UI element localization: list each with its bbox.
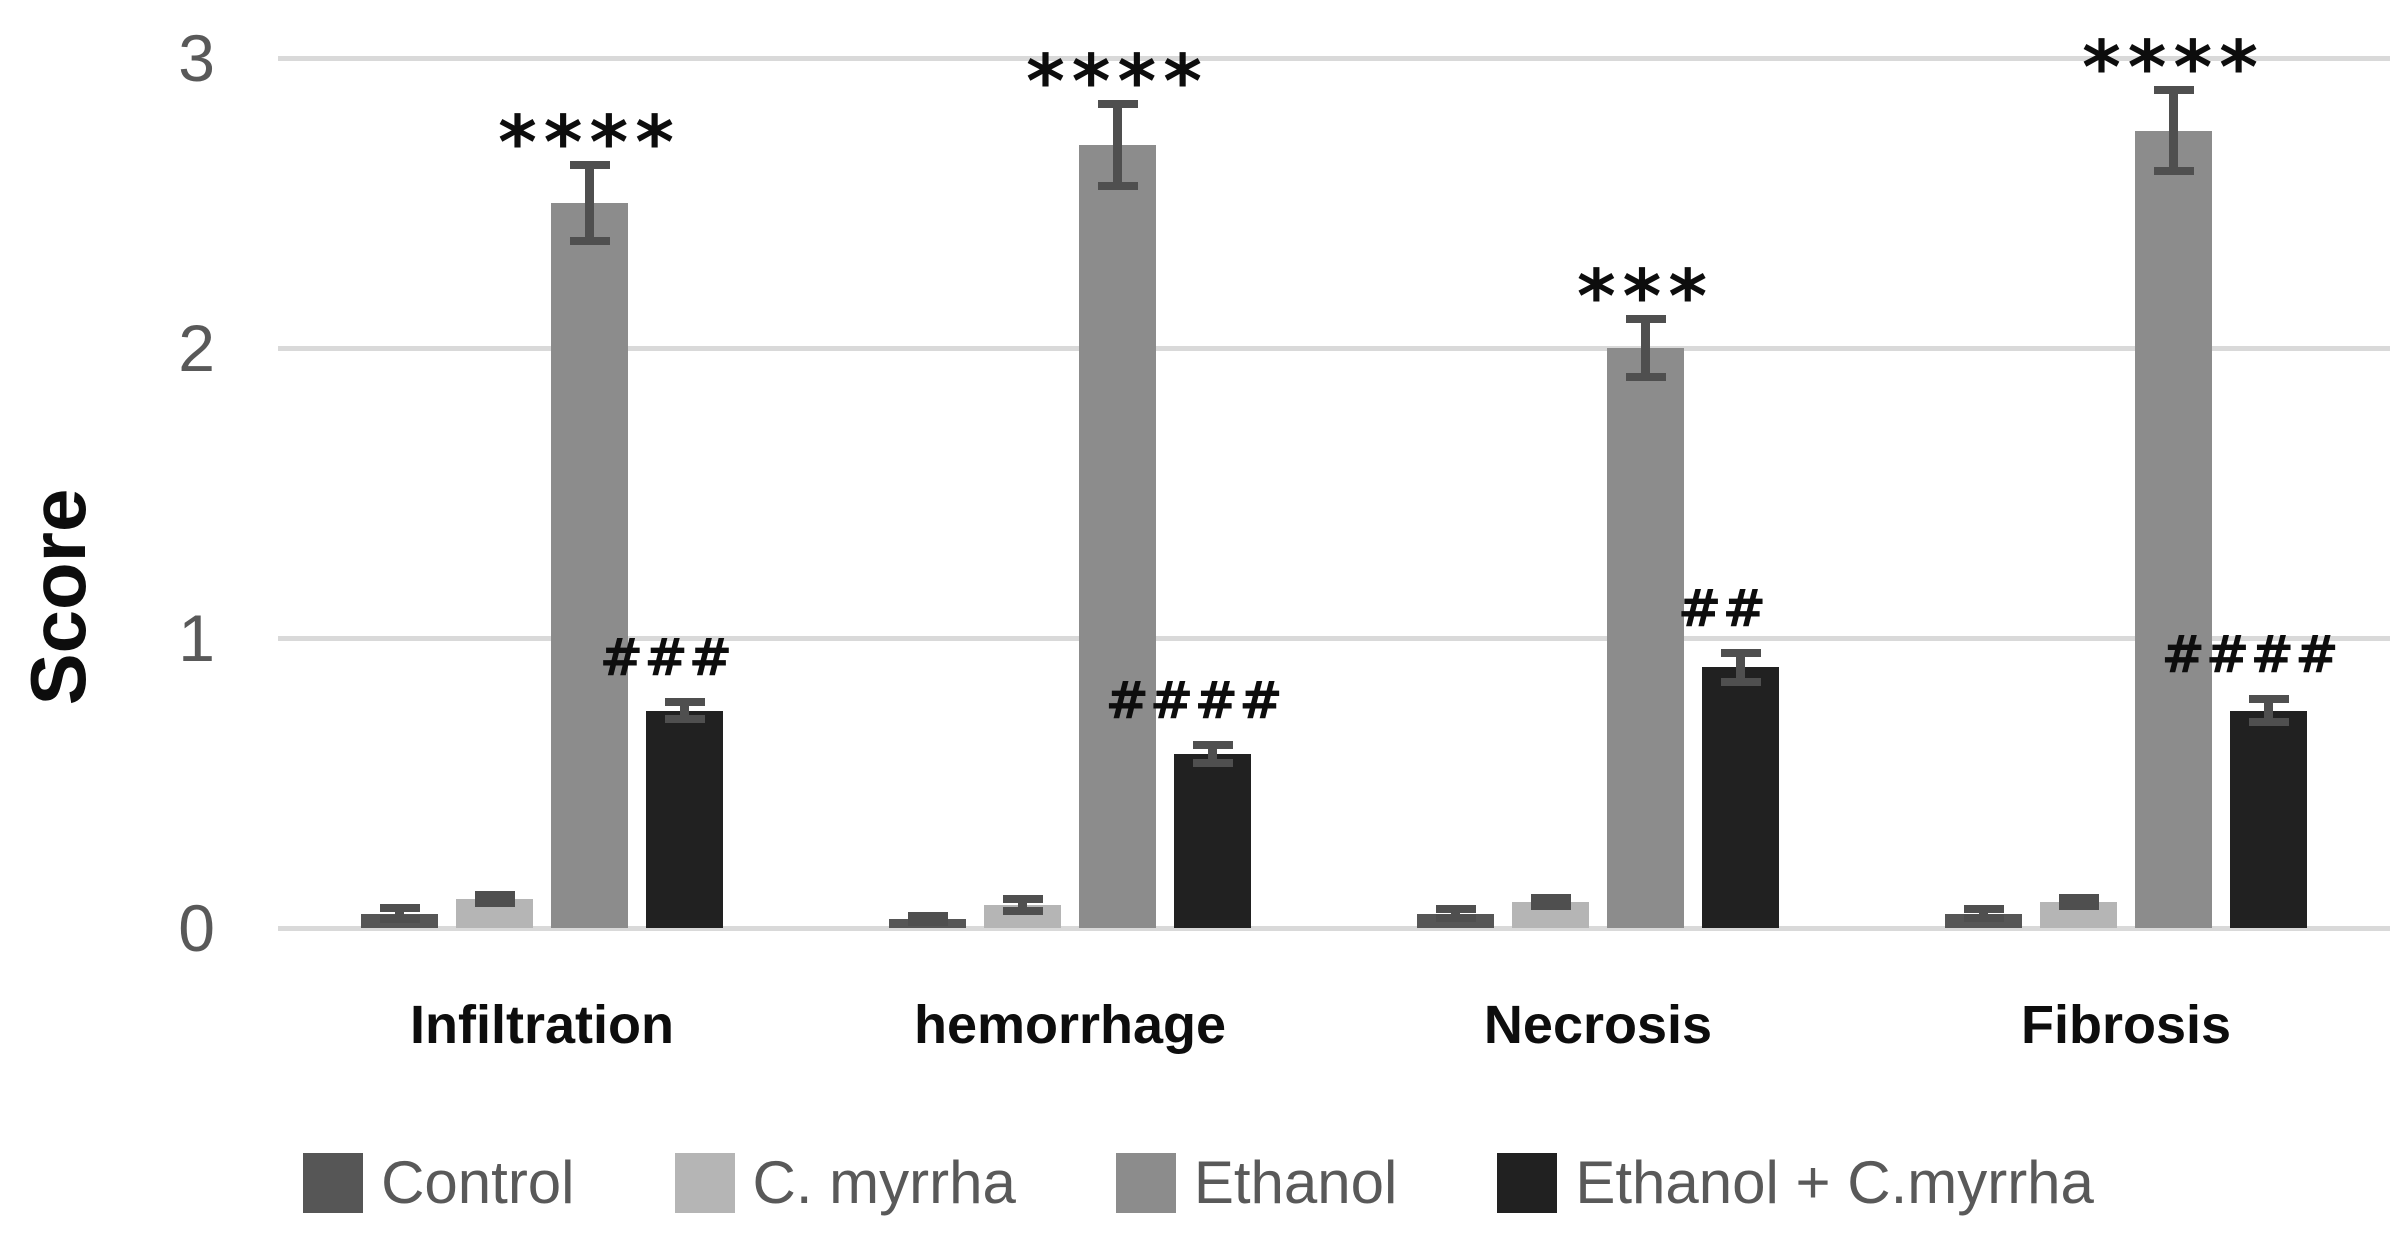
plot-area: **** ### **** #### *** ## **** #### <box>278 31 2390 931</box>
legend-label-ethanol: Ethanol <box>1193 1149 1398 1216</box>
error-bar-cap-lower-ethanol-infiltration <box>569 236 610 245</box>
x-label-fibrosis: Fibrosis <box>2020 995 2232 1055</box>
bar-ethanol-c-myrrha-fibrosis <box>2230 710 2307 928</box>
error-bar-cap-lower-ethanol-necrosis <box>1625 373 1666 381</box>
error-bar-cap-upper-ethanol-infiltration <box>569 161 610 170</box>
error-bar-cap-upper-c-myrrha-infiltration <box>474 890 515 899</box>
legend: Control C. myrrha Ethanol Ethanol + C.myrrh… <box>0 1138 2397 1228</box>
error-bar-ethanol-hemorrhage <box>1113 104 1122 186</box>
y-tick-label-1: 1 <box>178 601 215 675</box>
error-bar-cap-upper-c-myrrha-hemorrhage <box>1002 895 1043 903</box>
error-bar-cap-lower-c-myrrha-hemorrhage <box>1002 906 1043 915</box>
legend-label-ethanol-c-myrrha: Ethanol + C.myrrha <box>1575 1149 2094 1216</box>
legend-swatch-ethanol <box>1115 1153 1176 1213</box>
bar-ethanol-infiltration <box>551 203 628 928</box>
legend-item-ethanol: Ethanol <box>1115 1149 1398 1216</box>
bar-ethanol-necrosis <box>1607 348 1684 928</box>
gridline-y-1 <box>278 635 2390 641</box>
error-bar-control-infiltration <box>395 907 404 920</box>
significance-hashes-hemorrhage: #### <box>1105 671 1284 732</box>
error-bar-cap-upper-ethanol-c-myrrha-fibrosis <box>2248 694 2289 703</box>
error-bar-control-necrosis <box>1451 909 1460 918</box>
significance-hashes-infiltration: ### <box>599 627 734 688</box>
error-bar-ethanol-c-myrrha-hemorrhage <box>1208 745 1217 763</box>
x-label-infiltration: Infiltration <box>410 995 674 1055</box>
error-bar-control-fibrosis <box>1979 909 1988 918</box>
legend-label-control: Control <box>381 1149 575 1216</box>
gridline-y-3 <box>278 55 2390 61</box>
error-bar-cap-upper-ethanol-c-myrrha-hemorrhage <box>1192 741 1233 750</box>
error-bar-ethanol-c-myrrha-fibrosis <box>2264 698 2273 723</box>
error-bar-cap-lower-c-myrrha-necrosis <box>1530 902 1571 911</box>
x-label-hemorrhage: hemorrhage <box>913 995 1227 1055</box>
error-bar-cap-lower-ethanol-c-myrrha-hemorrhage <box>1192 758 1233 767</box>
gridline-y-0 <box>278 925 2390 931</box>
bar-ethanol-c-myrrha-hemorrhage <box>1174 754 1251 928</box>
error-bar-cap-upper-c-myrrha-fibrosis <box>2058 893 2099 902</box>
error-bar-cap-lower-control-necrosis <box>1435 913 1476 922</box>
error-bar-cap-lower-ethanol-c-myrrha-fibrosis <box>2248 718 2289 727</box>
error-bar-cap-upper-control-fibrosis <box>1963 905 2004 914</box>
significance-stars-infiltration: **** <box>498 100 681 187</box>
legend-label-c-myrrha: C. myrrha <box>752 1149 1016 1216</box>
error-bar-cap-lower-ethanol-c-myrrha-necrosis <box>1720 677 1761 686</box>
legend-swatch-c-myrrha <box>674 1153 735 1213</box>
error-bar-cap-upper-ethanol-c-myrrha-necrosis <box>1720 648 1761 657</box>
y-axis-title: Score <box>14 488 102 706</box>
error-bar-cap-upper-ethanol-necrosis <box>1625 315 1666 323</box>
error-bar-cap-lower-c-myrrha-fibrosis <box>2058 902 2099 911</box>
legend-item-ethanol-c-myrrha: Ethanol + C.myrrha <box>1497 1153 2094 1213</box>
bar-ethanol-hemorrhage <box>1079 145 1156 928</box>
legend-swatch-ethanol-c-myrrha <box>1497 1153 1558 1213</box>
bar-ethanol-c-myrrha-infiltration <box>646 710 723 928</box>
legend-item-control: Control <box>303 1149 575 1216</box>
error-bar-cap-lower-control-hemorrhage <box>907 918 948 927</box>
error-bar-cap-lower-ethanol-fibrosis <box>2153 167 2194 176</box>
error-bar-c-myrrha-hemorrhage <box>1018 899 1027 911</box>
error-bar-cap-upper-ethanol-hemorrhage <box>1097 100 1138 109</box>
bar-ethanol-fibrosis <box>2135 130 2212 928</box>
error-bar-cap-lower-c-myrrha-infiltration <box>474 899 515 908</box>
error-bar-cap-upper-ethanol-fibrosis <box>2153 85 2194 94</box>
error-bar-ethanol-infiltration <box>585 165 594 241</box>
error-bar-cap-upper-control-infiltration <box>379 903 420 912</box>
legend-item-c-myrrha: C. myrrha <box>674 1149 1016 1216</box>
significance-stars-fibrosis: **** <box>2082 24 2265 111</box>
significance-hashes-fibrosis: #### <box>2161 624 2340 685</box>
error-bar-cap-lower-ethanol-c-myrrha-infiltration <box>664 715 705 724</box>
significance-stars-necrosis: *** <box>1576 254 1715 340</box>
error-bar-c-myrrha-fibrosis <box>2074 897 2083 907</box>
error-bar-cap-upper-c-myrrha-necrosis <box>1530 893 1571 902</box>
y-tick-label-3: 3 <box>178 21 215 95</box>
significance-hashes-necrosis: ## <box>1677 578 1768 639</box>
bar-ethanol-c-myrrha-necrosis <box>1702 667 1779 928</box>
error-bar-c-myrrha-infiltration <box>490 894 499 904</box>
error-bar-cap-lower-control-infiltration <box>379 915 420 924</box>
error-bar-ethanol-necrosis <box>1641 319 1650 377</box>
error-bar-ethanol-c-myrrha-infiltration <box>680 701 689 720</box>
significance-stars-hemorrhage: **** <box>1026 39 1209 126</box>
gridline-y-2 <box>278 345 2390 351</box>
error-bar-cap-upper-control-hemorrhage <box>907 912 948 921</box>
error-bar-c-myrrha-necrosis <box>1546 897 1555 907</box>
error-bar-ethanol-fibrosis <box>2169 89 2178 172</box>
error-bar-cap-upper-control-necrosis <box>1435 905 1476 914</box>
x-label-necrosis: Necrosis <box>1483 995 1713 1055</box>
error-bar-cap-lower-ethanol-hemorrhage <box>1097 181 1138 190</box>
y-tick-label-0: 0 <box>178 891 215 965</box>
legend-swatch-control <box>303 1153 364 1213</box>
y-tick-label-2: 2 <box>178 311 215 385</box>
error-bar-cap-upper-ethanol-c-myrrha-infiltration <box>664 697 705 706</box>
error-bar-cap-lower-control-fibrosis <box>1963 913 2004 922</box>
error-bar-ethanol-c-myrrha-necrosis <box>1736 652 1745 682</box>
